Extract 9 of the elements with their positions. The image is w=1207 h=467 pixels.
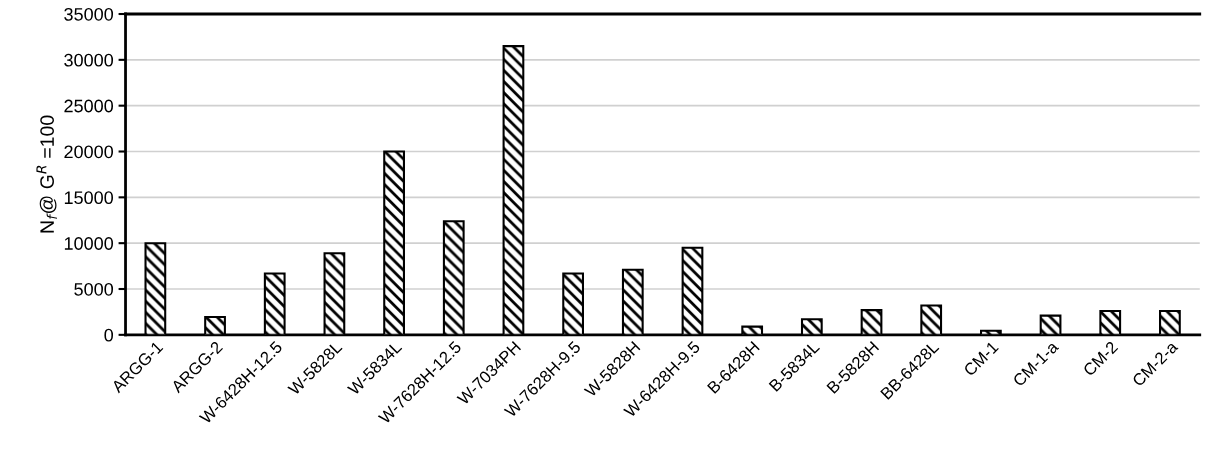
y-tick-label: 15000: [64, 191, 114, 205]
y-tick-label: 35000: [64, 7, 114, 21]
y-axis-title: N$_{f}$@ G$^{R}$ =100: [36, 115, 57, 233]
y-tick-label: 10000: [64, 237, 114, 250]
y-tick-label: 25000: [64, 99, 114, 113]
y-tick-label: 20000: [64, 145, 114, 159]
y-tick-label: 30000: [64, 53, 114, 67]
y-tick-label: 5000: [74, 282, 114, 296]
y-tick-label: 0: [104, 328, 114, 342]
